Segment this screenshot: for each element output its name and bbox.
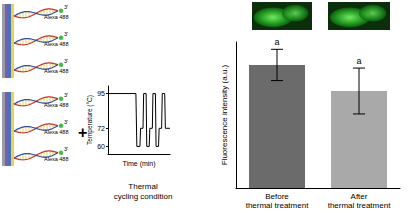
svg-text:3': 3' [64, 92, 68, 98]
svg-text:Alexa 488: Alexa 488 [44, 14, 68, 20]
svg-text:Alexa 488: Alexa 488 [44, 129, 68, 135]
svg-text:Temperature (°C): Temperature (°C) [86, 95, 94, 145]
svg-text:a: a [356, 56, 361, 66]
svg-text:After: After [351, 192, 368, 201]
svg-text:Fluorescence intensity (a.u.): Fluorescence intensity (a.u.) [220, 64, 229, 165]
svg-text:Alexa 488: Alexa 488 [44, 102, 68, 108]
svg-text:Alexa 488: Alexa 488 [44, 156, 68, 162]
svg-text:Time (min): Time (min) [122, 160, 155, 168]
svg-text:cycling condition: cycling condition [114, 192, 173, 201]
svg-text:Alexa 488: Alexa 488 [44, 68, 68, 74]
svg-text:3': 3' [64, 58, 68, 64]
svg-text:a: a [274, 37, 279, 47]
svg-text:+: + [78, 124, 87, 141]
svg-text:thermal treatment: thermal treatment [328, 201, 391, 210]
svg-text:Alexa 488: Alexa 488 [44, 41, 68, 47]
svg-text:95: 95 [97, 90, 105, 97]
svg-text:3': 3' [64, 31, 68, 37]
svg-text:60: 60 [97, 143, 105, 150]
svg-text:3': 3' [64, 119, 68, 125]
svg-text:3': 3' [64, 146, 68, 152]
svg-text:Thermal: Thermal [128, 182, 158, 191]
svg-text:72: 72 [97, 125, 105, 132]
svg-text:Before: Before [265, 192, 289, 201]
svg-text:thermal treatment: thermal treatment [246, 201, 309, 210]
svg-text:3': 3' [64, 4, 68, 10]
